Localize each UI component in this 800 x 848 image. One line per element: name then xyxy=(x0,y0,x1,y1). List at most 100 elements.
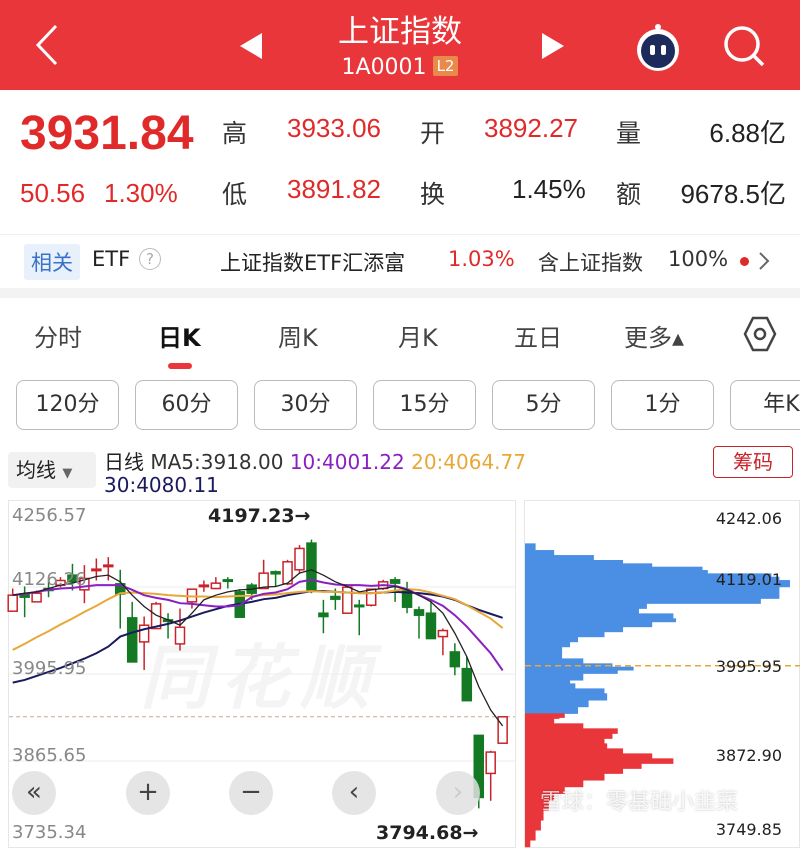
candle xyxy=(318,599,329,634)
stock-code: 1A0001 xyxy=(341,55,427,80)
period-button[interactable]: 120分 xyxy=(16,380,119,430)
chip-bar xyxy=(525,748,624,754)
price-change: 50.56 xyxy=(20,178,86,208)
robot-assistant-icon[interactable] xyxy=(632,22,684,72)
candle-body xyxy=(67,574,78,583)
period-button[interactable]: 年K xyxy=(730,380,800,430)
candle xyxy=(413,606,425,639)
period-button[interactable]: 15分 xyxy=(373,380,476,430)
next-stock-icon[interactable] xyxy=(540,33,564,59)
scroll-to-start-button[interactable]: « xyxy=(12,771,56,815)
ma30-line xyxy=(12,590,503,684)
low-label: 低 xyxy=(222,180,248,209)
chip-bar xyxy=(525,773,605,781)
tab-five-day[interactable]: 五日 xyxy=(514,324,562,352)
xueqiu-watermark: 雪球：零基础小韭菜 xyxy=(540,790,739,815)
period-label: 日线 xyxy=(104,450,144,474)
chip-bar xyxy=(525,570,708,574)
chip-bar xyxy=(525,618,677,623)
scroll-right-button[interactable]: › xyxy=(436,771,480,815)
chip-bar xyxy=(525,713,565,718)
period-button[interactable]: 5分 xyxy=(492,380,595,430)
chip-bar xyxy=(525,580,790,588)
section-divider xyxy=(0,288,800,298)
turnover-label: 换 xyxy=(420,180,446,209)
chip-bar xyxy=(525,738,605,744)
kline-chart[interactable] xyxy=(0,0,520,848)
chips-button[interactable]: 筹码 xyxy=(713,446,793,478)
prev-stock-icon[interactable] xyxy=(240,33,264,59)
chip-bar xyxy=(525,723,584,729)
candle xyxy=(461,656,473,702)
ma-select[interactable]: 均线 ▼ xyxy=(8,452,96,488)
candle xyxy=(126,601,138,663)
chip-bar xyxy=(525,566,703,571)
zoom-in-button[interactable]: + xyxy=(126,771,170,815)
candle xyxy=(222,577,234,589)
chip-bar xyxy=(525,753,653,759)
candle xyxy=(198,580,210,592)
candle-body xyxy=(210,582,222,590)
related-etf-row[interactable]: 相关 ETF ? 上证指数ETF汇添富 1.03% 含上证指数 100% xyxy=(0,234,800,286)
tab-intraday[interactable]: 分时 xyxy=(34,324,82,352)
chip-bar xyxy=(525,631,605,638)
chip-bar xyxy=(525,573,772,578)
open-label: 开 xyxy=(420,119,446,148)
candle xyxy=(437,628,449,656)
last-price: 3931.84 xyxy=(20,107,194,160)
chart-settings-icon[interactable] xyxy=(743,316,777,352)
ma-select-label: 均线 xyxy=(16,458,56,482)
zoom-out-button[interactable]: − xyxy=(229,771,273,815)
chip-y-tick: 3995.95 xyxy=(715,657,782,676)
candle xyxy=(485,750,496,801)
chip-bar xyxy=(525,563,653,568)
tab-daily-k[interactable]: 日K xyxy=(158,324,201,352)
chip-bar xyxy=(525,626,624,633)
etf-pct: 1.03% xyxy=(448,247,515,271)
candle xyxy=(174,608,186,651)
period-button[interactable]: 60分 xyxy=(135,380,238,430)
chip-bar xyxy=(525,560,624,564)
candle-body xyxy=(294,547,305,571)
period-button[interactable]: 1分 xyxy=(611,380,714,430)
y-tick: 3995.95 xyxy=(12,658,87,679)
tab-weekly-k[interactable]: 周K xyxy=(278,324,318,352)
help-icon[interactable]: ? xyxy=(139,248,161,270)
chip-bar xyxy=(525,603,647,609)
candle-body xyxy=(150,603,162,630)
back-icon[interactable] xyxy=(34,24,60,66)
open-value: 3892.27 xyxy=(484,113,578,143)
candle xyxy=(354,599,365,636)
candle xyxy=(210,577,222,590)
chevron-right-icon[interactable] xyxy=(758,251,770,271)
chip-bar xyxy=(525,641,571,648)
candle xyxy=(91,558,102,581)
chip-bar xyxy=(525,786,565,794)
candle xyxy=(138,616,150,670)
period-button[interactable]: 30分 xyxy=(254,380,357,430)
chip-bar xyxy=(525,593,780,599)
low-value: 3891.82 xyxy=(287,174,381,204)
etf-holding-pct: 100% xyxy=(668,247,729,271)
scroll-left-button[interactable]: ‹ xyxy=(332,771,376,815)
etf-name[interactable]: 上证指数ETF汇添富 xyxy=(220,251,406,275)
candle-body xyxy=(258,572,269,590)
chip-bar xyxy=(525,758,674,764)
chip-bar xyxy=(525,608,639,614)
chip-bar xyxy=(525,743,608,749)
ma5-line xyxy=(12,569,504,727)
chip-bar xyxy=(525,706,578,714)
chip-bar xyxy=(525,543,536,551)
candle-body xyxy=(31,592,42,603)
l2-badge[interactable]: L2 xyxy=(432,56,459,76)
red-dot-icon xyxy=(740,257,749,266)
search-icon[interactable] xyxy=(722,24,766,68)
candle-body xyxy=(318,612,329,618)
tab-more[interactable]: 更多▴ xyxy=(624,324,685,352)
chip-bar xyxy=(525,780,584,788)
related-tag: 相关 xyxy=(24,244,80,280)
tab-monthly-k[interactable]: 月K xyxy=(398,324,438,352)
chip-bar xyxy=(525,733,613,739)
high-label: 高 xyxy=(222,119,248,148)
